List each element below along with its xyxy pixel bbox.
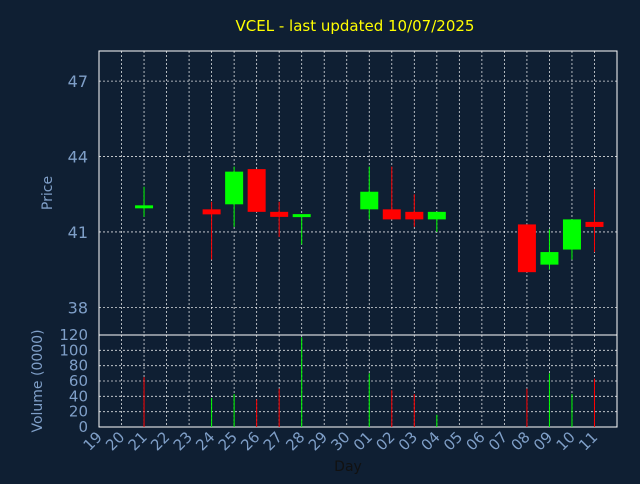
volume-y-tick-120: 120 bbox=[59, 326, 88, 344]
price-gridlines bbox=[98, 51, 617, 335]
candlestick-series bbox=[135, 166, 604, 273]
volume-y-tick-100: 100 bbox=[59, 341, 88, 359]
volume-series bbox=[143, 337, 595, 427]
candle-body-30 bbox=[360, 191, 379, 210]
x-axis-label: Day bbox=[334, 459, 362, 475]
price-y-tick-47: 47 bbox=[68, 72, 88, 91]
candle-body-26 bbox=[270, 211, 289, 217]
chart-title: VCEL - last updated 10/07/2025 bbox=[236, 17, 475, 35]
price-y-tick-44: 44 bbox=[68, 148, 88, 167]
x-tick-labels: 1920212223242526272829300102030405060708… bbox=[80, 428, 602, 454]
volume-plot-frame bbox=[98, 334, 618, 428]
volume-y-tick-60: 60 bbox=[69, 372, 88, 390]
candle-body-25 bbox=[247, 169, 266, 212]
candle-body-02 bbox=[405, 211, 424, 220]
volume-y-tick-40: 40 bbox=[69, 387, 88, 405]
price-plot-frame bbox=[98, 50, 618, 336]
candle-body-07 bbox=[517, 224, 536, 273]
candle-body-20 bbox=[135, 205, 154, 209]
candle-body-09 bbox=[562, 219, 581, 250]
candle-body-01 bbox=[382, 209, 401, 220]
volume-y-tick-80: 80 bbox=[69, 357, 88, 375]
candle-body-08 bbox=[540, 252, 559, 265]
volume-axis-label: Volume (0000) bbox=[30, 329, 46, 432]
price-axis-label: Price bbox=[40, 176, 56, 210]
volume-y-tick-0: 0 bbox=[78, 418, 88, 436]
x-tick-11-22: 11 bbox=[575, 428, 601, 454]
candle-body-03 bbox=[427, 211, 446, 220]
candle-body-27 bbox=[292, 214, 311, 218]
volume-gridlines bbox=[98, 335, 617, 427]
price-y-tick-38: 38 bbox=[68, 298, 88, 317]
price-y-tick-labels: 38 41 44 47 bbox=[68, 72, 88, 317]
volume-y-tick-20: 20 bbox=[69, 403, 88, 421]
candle-body-24 bbox=[225, 171, 244, 205]
candle-body-23 bbox=[202, 209, 221, 215]
price-y-tick-41: 41 bbox=[68, 223, 88, 242]
candle-body-10 bbox=[585, 221, 604, 227]
